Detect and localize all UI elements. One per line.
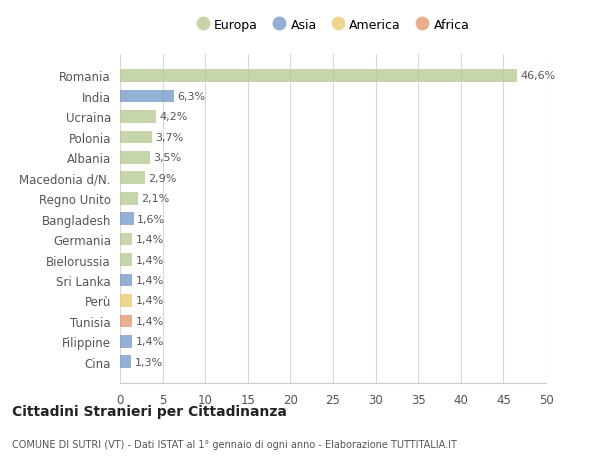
Text: 46,6%: 46,6% — [520, 71, 556, 81]
Text: 1,4%: 1,4% — [136, 235, 164, 245]
Text: 1,4%: 1,4% — [136, 255, 164, 265]
Text: 6,3%: 6,3% — [177, 92, 205, 102]
Bar — [120, 356, 131, 368]
Text: COMUNE DI SUTRI (VT) - Dati ISTAT al 1° gennaio di ogni anno - Elaborazione TUTT: COMUNE DI SUTRI (VT) - Dati ISTAT al 1° … — [12, 440, 457, 449]
Text: 3,7%: 3,7% — [155, 133, 183, 143]
Bar — [120, 151, 150, 164]
Text: Cittadini Stranieri per Cittadinanza: Cittadini Stranieri per Cittadinanza — [12, 404, 287, 419]
Bar — [120, 254, 132, 266]
Text: 2,1%: 2,1% — [142, 194, 170, 204]
Text: 1,3%: 1,3% — [134, 357, 163, 367]
Bar — [120, 111, 156, 123]
Text: 1,4%: 1,4% — [136, 336, 164, 347]
Text: 1,4%: 1,4% — [136, 275, 164, 285]
Bar — [120, 70, 517, 83]
Text: 4,2%: 4,2% — [159, 112, 188, 122]
Bar — [120, 131, 152, 144]
Bar — [120, 335, 132, 348]
Bar — [120, 172, 145, 185]
Bar — [120, 233, 132, 246]
Bar — [120, 315, 132, 328]
Text: 1,6%: 1,6% — [137, 214, 165, 224]
Legend: Europa, Asia, America, Africa: Europa, Asia, America, Africa — [197, 19, 469, 32]
Bar — [120, 213, 134, 225]
Bar — [120, 295, 132, 307]
Text: 2,9%: 2,9% — [148, 174, 176, 183]
Bar — [120, 90, 173, 103]
Text: 3,5%: 3,5% — [153, 153, 181, 163]
Text: 1,4%: 1,4% — [136, 316, 164, 326]
Bar — [120, 192, 138, 205]
Text: 1,4%: 1,4% — [136, 296, 164, 306]
Bar — [120, 274, 132, 287]
